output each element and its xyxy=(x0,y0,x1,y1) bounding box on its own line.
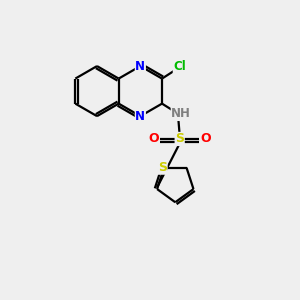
Text: S: S xyxy=(175,133,184,146)
Text: Cl: Cl xyxy=(173,60,186,73)
Text: O: O xyxy=(148,133,159,146)
Text: O: O xyxy=(200,133,211,146)
Text: NH: NH xyxy=(171,107,191,120)
Text: N: N xyxy=(135,110,145,123)
Text: S: S xyxy=(158,161,167,174)
Text: N: N xyxy=(135,60,145,73)
